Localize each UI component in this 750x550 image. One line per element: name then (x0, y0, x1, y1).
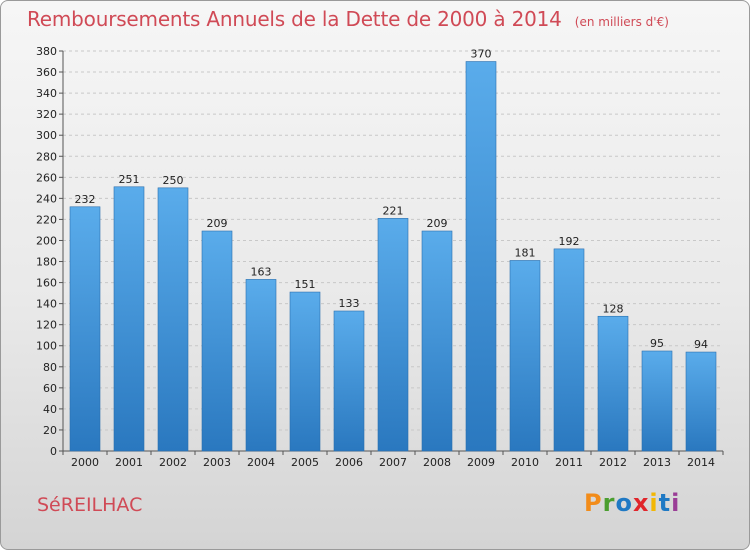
y-tick-label: 80 (43, 361, 57, 374)
bar-2009 (465, 61, 497, 452)
axes: 0 20 40 60 80 100 120 140 160 180 200 220 240 260 280 3… (36, 45, 724, 469)
data-label-2004: 163 (251, 265, 272, 278)
y-tick-label: 60 (43, 382, 57, 395)
y-tick-label: 20 (43, 424, 57, 437)
y-tick-label: 260 (36, 171, 57, 184)
x-tick-label: 2000 (71, 456, 99, 469)
y-tick-label: 300 (36, 129, 57, 142)
bar-2008 (421, 230, 453, 452)
y-tick-label: 100 (36, 340, 57, 353)
data-label-2012: 128 (603, 302, 624, 315)
x-tick-label: 2006 (335, 456, 363, 469)
place-name: SéREILHAC (37, 494, 143, 516)
x-tick-label: 2002 (159, 456, 187, 469)
bar-2002 (157, 187, 189, 452)
data-label-2013: 95 (650, 337, 664, 350)
proxiti-logo: Proxiti (584, 489, 680, 517)
x-tick-label: 2014 (687, 456, 715, 469)
data-label-2011: 192 (559, 235, 580, 248)
x-tick-label: 2001 (115, 456, 143, 469)
data-labels: 232 251 250 209 163 151 133 221 209 370 181 192 128 9… (75, 48, 709, 352)
bar-2011 (553, 248, 585, 452)
x-tick-label: 2012 (599, 456, 627, 469)
y-tick-label: 200 (36, 234, 57, 247)
data-label-2005: 151 (295, 278, 316, 291)
x-tick-label: 2007 (379, 456, 407, 469)
bar-2003 (201, 230, 233, 452)
y-tick-label: 40 (43, 403, 57, 416)
logo-letter: P (584, 489, 603, 517)
y-tick-label: 120 (36, 319, 57, 332)
x-tick-label: 2009 (467, 456, 495, 469)
logo-letter: o (615, 489, 633, 517)
logo-letter: i (671, 489, 681, 517)
y-tick-label: 360 (36, 66, 57, 79)
bar-2006 (333, 310, 365, 452)
data-label-2007: 221 (383, 204, 404, 217)
data-label-2002: 250 (163, 174, 184, 187)
x-tick-label: 2003 (203, 456, 231, 469)
x-tick-label: 2010 (511, 456, 539, 469)
data-label-2010: 181 (515, 246, 536, 259)
y-tick-label: 240 (36, 192, 57, 205)
title-area: Remboursements Annuels de la Dette de 20… (27, 7, 669, 31)
y-tick-label: 380 (36, 45, 57, 58)
y-tick-label: 0 (50, 445, 57, 458)
data-label-2008: 209 (427, 217, 448, 230)
bar-2000 (69, 206, 101, 452)
x-tick-label: 2004 (247, 456, 275, 469)
logo-letter: x (632, 489, 650, 517)
y-tick-label: 280 (36, 150, 57, 163)
bar-2001 (113, 186, 145, 452)
x-tick-label: 2013 (643, 456, 671, 469)
bar-2005 (289, 291, 321, 452)
y-tick-label: 160 (36, 277, 57, 290)
x-tick-label: 2008 (423, 456, 451, 469)
bars (69, 61, 717, 452)
bar-2004 (245, 279, 277, 452)
chart-subtitle: (en milliers d'€) (574, 15, 669, 29)
data-label-2009: 370 (471, 48, 492, 61)
x-tick-label: 2011 (555, 456, 583, 469)
y-tick-label: 180 (36, 256, 57, 269)
data-label-2001: 251 (119, 173, 140, 186)
bar-2007 (377, 218, 409, 452)
bar-2013 (641, 350, 673, 452)
x-tick-label: 2005 (291, 456, 319, 469)
bar-2014 (685, 351, 717, 452)
y-tick-label: 340 (36, 87, 57, 100)
data-label-2014: 94 (694, 338, 708, 351)
logo-letter: t (658, 489, 672, 517)
data-label-2003: 209 (207, 217, 228, 230)
bar-2010 (509, 260, 541, 452)
logo-letter: r (602, 489, 616, 517)
bar-2012 (597, 315, 629, 452)
chart-title: Remboursements Annuels de la Dette de 20… (27, 7, 562, 31)
y-tick-label: 140 (36, 298, 57, 311)
y-tick-label: 220 (36, 213, 57, 226)
data-label-2000: 232 (75, 193, 96, 206)
data-label-2006: 133 (339, 297, 360, 310)
logo-letter: i (649, 489, 659, 517)
y-tick-label: 320 (36, 108, 57, 121)
